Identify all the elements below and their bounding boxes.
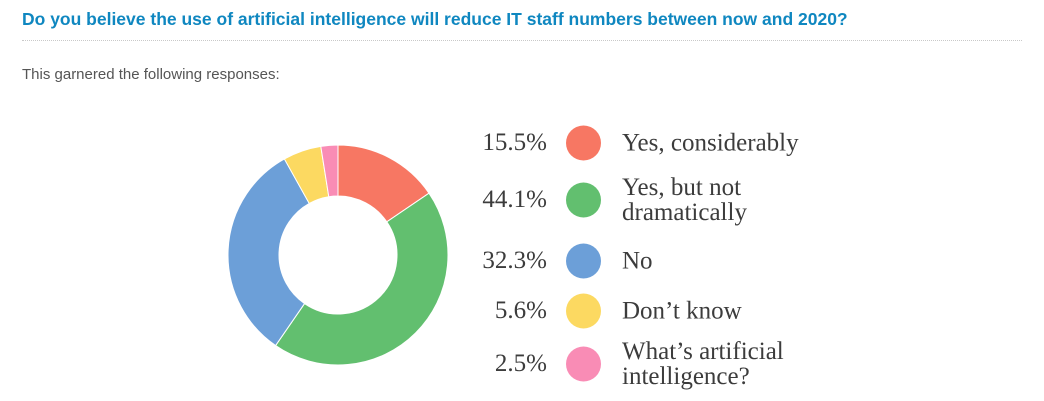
legend-percent: 15.5%: [482, 129, 547, 156]
legend-item: 2.5% What’s artificial intelligence?: [460, 339, 1020, 389]
donut-chart: [227, 144, 449, 366]
legend-percent: 2.5%: [494, 350, 547, 377]
legend-color-swatch: [566, 346, 601, 382]
legend-color-swatch: [566, 182, 601, 218]
legend-item: 5.6% Don’t know: [460, 286, 1020, 336]
legend-color-swatch: [566, 243, 601, 279]
intro-text: This garnered the following responses:: [22, 66, 280, 83]
legend-color-swatch: [566, 125, 601, 161]
legend-percent: 44.1%: [482, 186, 547, 213]
donut-slice-5: [320, 144, 339, 198]
legend-percent: 32.3%: [482, 247, 547, 274]
legend-label: What’s artificial intelligence?: [622, 338, 784, 390]
legend-label: Yes, considerably: [622, 129, 799, 157]
legend-label: No: [622, 247, 653, 275]
donut-slice-2: [274, 192, 449, 366]
legend-item: 15.5% Yes, considerably: [460, 118, 1020, 168]
question-heading: Do you believe the use of artificial int…: [22, 9, 848, 29]
dotted-divider: [22, 40, 1022, 41]
legend-item: 44.1% Yes, but not dramatically: [460, 175, 1020, 225]
legend-label: Don’t know: [622, 297, 742, 325]
legend-label: Yes, but not dramatically: [622, 174, 747, 226]
legend-color-swatch: [566, 293, 601, 329]
legend-percent: 5.6%: [494, 297, 547, 324]
donut-slice-3: [227, 158, 310, 347]
legend-item: 32.3% No: [460, 236, 1020, 286]
